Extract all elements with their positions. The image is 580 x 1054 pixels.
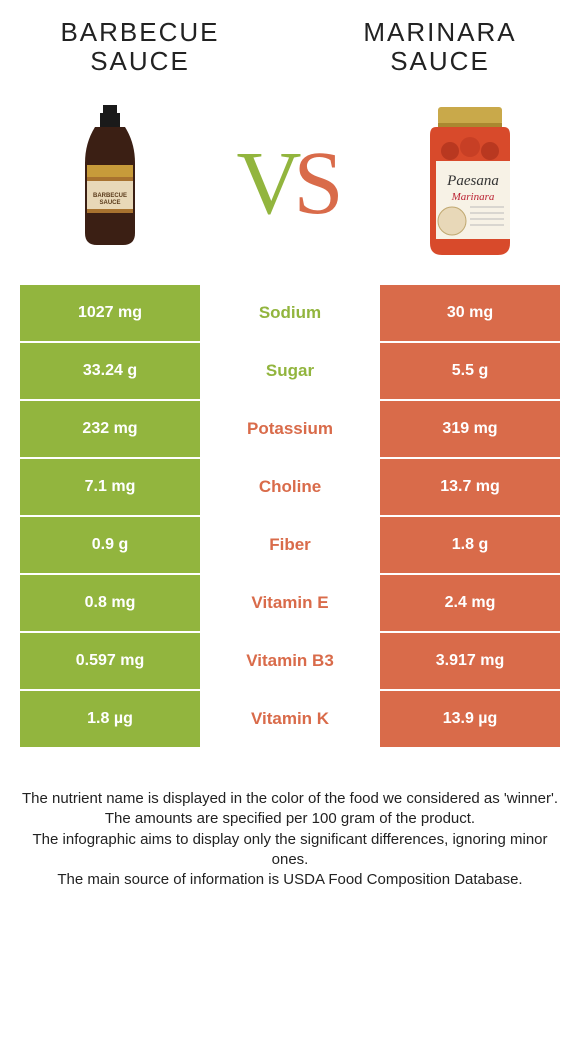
left-value: 1.8 µg bbox=[20, 691, 200, 747]
footer: The nutrient name is displayed in the co… bbox=[0, 749, 580, 890]
nutrient-label: Fiber bbox=[200, 517, 380, 573]
left-value: 0.597 mg bbox=[20, 633, 200, 689]
nutrient-label: Choline bbox=[200, 459, 380, 515]
left-value: 7.1 mg bbox=[20, 459, 200, 515]
svg-text:BARBECUE: BARBECUE bbox=[93, 193, 127, 199]
right-value: 1.8 g bbox=[380, 517, 560, 573]
marinara-jar-icon: Paesana Marinara bbox=[410, 101, 530, 266]
table-row: 1027 mgSodium30 mg bbox=[20, 285, 560, 343]
nutrient-label: Sugar bbox=[200, 343, 380, 399]
nutrient-label: Vitamin K bbox=[200, 691, 380, 747]
right-value: 3.917 mg bbox=[380, 633, 560, 689]
right-title-line2: sauce bbox=[390, 46, 490, 76]
table-row: 1.8 µgVitamin K13.9 µg bbox=[20, 691, 560, 749]
vs-s: S bbox=[293, 134, 343, 233]
header: Barbecue sauce Marinara sauce bbox=[0, 0, 580, 85]
svg-text:Paesana: Paesana bbox=[446, 173, 499, 189]
right-value: 2.4 mg bbox=[380, 575, 560, 631]
right-title-line1: Marinara bbox=[363, 17, 516, 47]
table-row: 7.1 mgCholine13.7 mg bbox=[20, 459, 560, 517]
comparison-table: 1027 mgSodium30 mg33.24 gSugar5.5 g232 m… bbox=[20, 285, 560, 749]
vs-v: V bbox=[236, 134, 301, 233]
left-title-line1: Barbecue bbox=[60, 17, 219, 47]
table-row: 0.597 mgVitamin B33.917 mg bbox=[20, 633, 560, 691]
vs-label: VS bbox=[236, 132, 343, 235]
nutrient-label: Sodium bbox=[200, 285, 380, 341]
right-value: 30 mg bbox=[380, 285, 560, 341]
footer-line-3: The infographic aims to display only the… bbox=[14, 830, 566, 871]
footer-line-1: The nutrient name is displayed in the co… bbox=[14, 789, 566, 809]
images-row: BARBECUE SAUCE VS Paesana Marinara bbox=[0, 93, 580, 273]
table-row: 0.9 gFiber1.8 g bbox=[20, 517, 560, 575]
left-value: 0.9 g bbox=[20, 517, 200, 573]
footer-line-4: The main source of information is USDA F… bbox=[14, 870, 566, 890]
table-row: 33.24 gSugar5.5 g bbox=[20, 343, 560, 401]
left-title: Barbecue sauce bbox=[40, 18, 240, 75]
right-value: 13.7 mg bbox=[380, 459, 560, 515]
nutrient-label: Potassium bbox=[200, 401, 380, 457]
footer-line-2: The amounts are specified per 100 gram o… bbox=[14, 809, 566, 829]
left-value: 0.8 mg bbox=[20, 575, 200, 631]
right-value: 13.9 µg bbox=[380, 691, 560, 747]
right-title: Marinara sauce bbox=[340, 18, 540, 75]
left-value: 232 mg bbox=[20, 401, 200, 457]
svg-text:Marinara: Marinara bbox=[451, 191, 495, 203]
left-value: 1027 mg bbox=[20, 285, 200, 341]
nutrient-label: Vitamin B3 bbox=[200, 633, 380, 689]
svg-text:SAUCE: SAUCE bbox=[99, 200, 120, 206]
bbq-bottle-icon: BARBECUE SAUCE bbox=[50, 101, 170, 266]
left-value: 33.24 g bbox=[20, 343, 200, 399]
left-title-line2: sauce bbox=[90, 46, 190, 76]
table-row: 0.8 mgVitamin E2.4 mg bbox=[20, 575, 560, 633]
nutrient-label: Vitamin E bbox=[200, 575, 380, 631]
table-row: 232 mgPotassium319 mg bbox=[20, 401, 560, 459]
right-value: 319 mg bbox=[380, 401, 560, 457]
right-value: 5.5 g bbox=[380, 343, 560, 399]
